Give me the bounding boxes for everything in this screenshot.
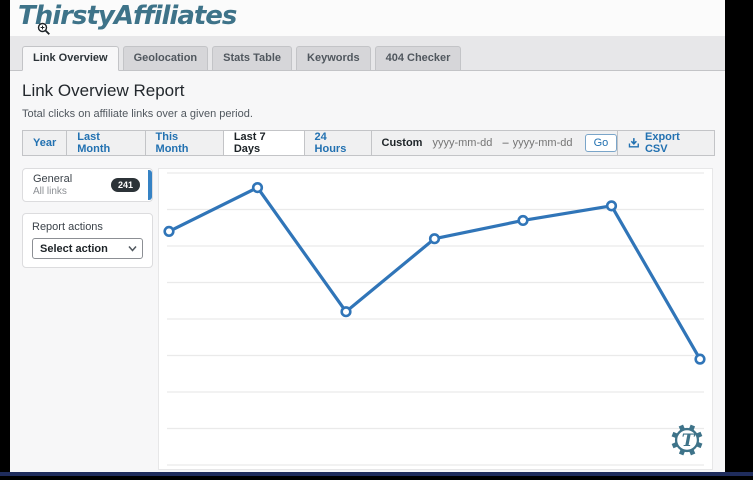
range-24-hours[interactable]: 24 Hours [305, 131, 372, 155]
go-button[interactable]: Go [584, 134, 618, 152]
tab-geolocation[interactable]: Geolocation [122, 46, 209, 71]
range-last-month[interactable]: Last Month [67, 131, 146, 155]
tab-link-overview[interactable]: Link Overview [22, 46, 119, 71]
general-card-title: General [33, 173, 73, 185]
report-actions-card: Report actions Select action [22, 213, 153, 268]
export-csv-label: Export CSV [644, 131, 680, 155]
page-title: Link Overview Report [22, 81, 185, 100]
range-this-month[interactable]: This Month [146, 131, 224, 155]
report-sidebar: General All links 241 Report actions Sel… [22, 168, 153, 268]
thirstyaffiliates-gear-icon: T [671, 424, 703, 456]
app-header: ThirstyAffiliates [10, 0, 725, 36]
range-last-7-days[interactable]: Last 7 Days [223, 131, 305, 155]
tab-stats-table[interactable]: Stats Table [212, 46, 293, 71]
report-action-select[interactable]: Select action [32, 238, 143, 259]
download-icon [629, 138, 640, 148]
main-content: Link Overview Report Total clicks on aff… [10, 71, 725, 470]
thirstyaffiliates-logo: ThirstyAffiliates [18, 1, 237, 31]
report-content-row: General All links 241 Report actions Sel… [22, 168, 715, 470]
clicks-line-chart [163, 172, 706, 466]
clicks-count-badge: 241 [110, 178, 140, 192]
custom-date-from-input[interactable] [432, 131, 499, 155]
zoom-cursor-icon [37, 22, 50, 35]
page-subtitle: Total clicks on affiliate links over a g… [22, 108, 253, 120]
plugin-tab-bar: Link Overview Geolocation Stats Table Ke… [10, 36, 725, 71]
app-window: ThirstyAffiliates Link Overview Geolocat… [10, 0, 725, 472]
active-indicator-bar [148, 170, 152, 200]
tab-404-checker[interactable]: 404 Checker [374, 46, 462, 71]
tab-keywords[interactable]: Keywords [296, 46, 371, 71]
svg-text:T: T [682, 431, 696, 451]
export-csv-button[interactable]: Export CSV [617, 131, 714, 155]
general-links-card[interactable]: General All links 241 [22, 168, 153, 202]
custom-range-label: Custom [381, 137, 423, 149]
report-actions-label: Report actions [32, 221, 103, 233]
general-card-subtitle: All links [33, 186, 67, 197]
action-select-wrap: Select action [32, 238, 143, 259]
custom-date-to-input[interactable] [512, 131, 579, 155]
screen-bottom-edge [0, 472, 753, 476]
clicks-chart-panel: T [158, 168, 713, 470]
date-range-filter-bar: Year Last Month This Month Last 7 Days 2… [22, 130, 715, 156]
range-year[interactable]: Year [23, 131, 68, 155]
date-range-separator: – [502, 137, 509, 149]
